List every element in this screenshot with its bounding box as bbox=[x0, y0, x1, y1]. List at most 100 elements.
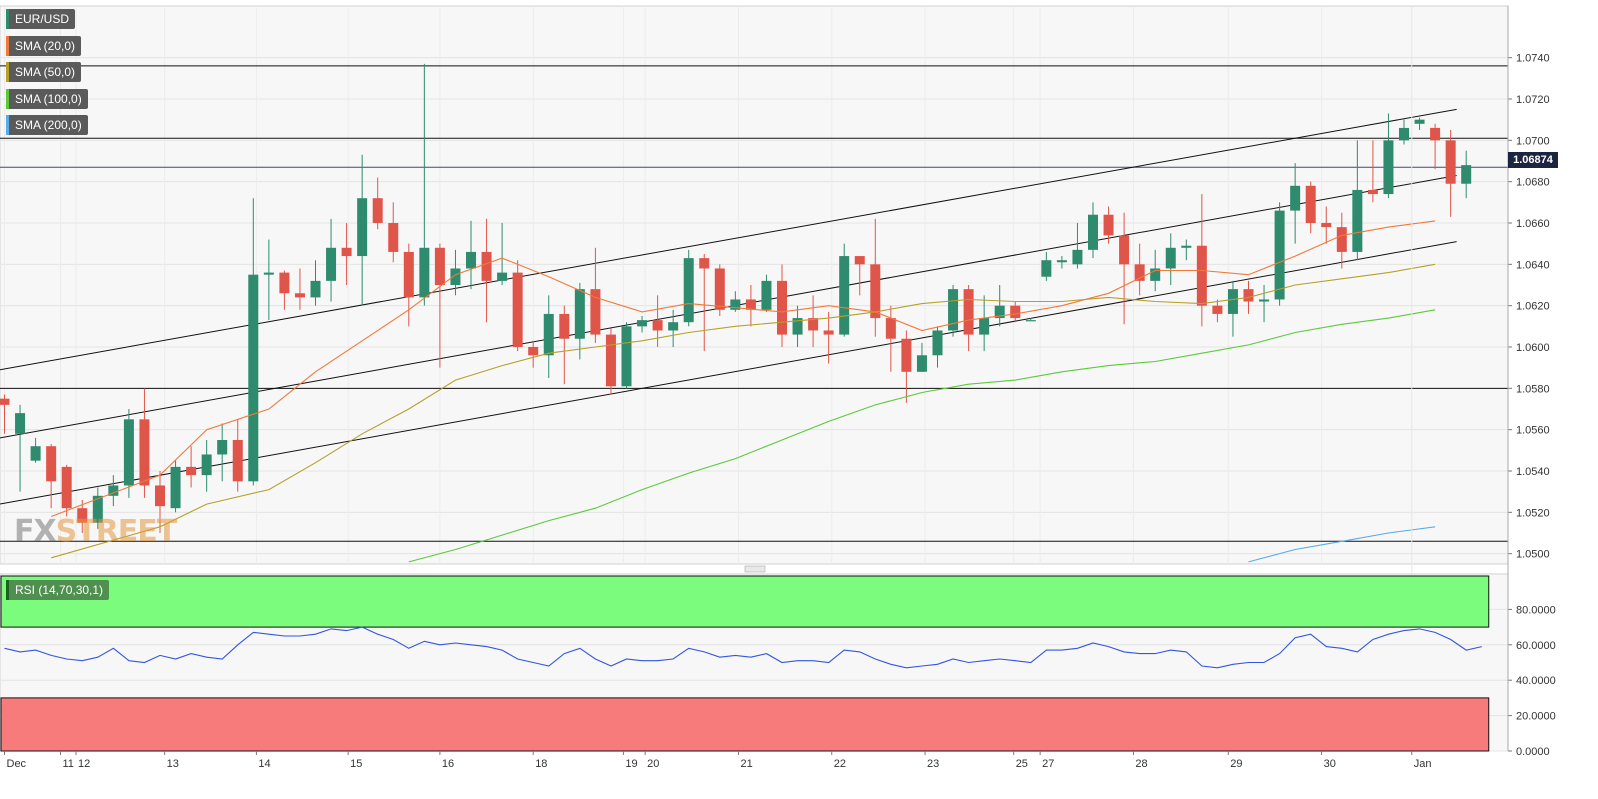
candle[interactable] bbox=[512, 260, 523, 352]
rsi-panel[interactable] bbox=[0, 573, 1509, 752]
candle[interactable] bbox=[1274, 202, 1285, 306]
candle[interactable] bbox=[808, 295, 819, 347]
candle[interactable] bbox=[201, 440, 212, 492]
candle[interactable] bbox=[1025, 318, 1036, 322]
candle[interactable] bbox=[61, 464, 72, 517]
candle[interactable] bbox=[699, 254, 710, 352]
candle[interactable] bbox=[590, 247, 601, 343]
candle[interactable] bbox=[1290, 163, 1301, 244]
candle[interactable] bbox=[1461, 150, 1472, 199]
candle[interactable] bbox=[621, 322, 632, 389]
panel-resize-handle[interactable] bbox=[744, 565, 766, 573]
trend-line[interactable] bbox=[0, 108, 1457, 371]
candle[interactable] bbox=[605, 328, 616, 395]
candle[interactable] bbox=[1430, 123, 1441, 170]
candle[interactable] bbox=[77, 499, 88, 533]
candle[interactable] bbox=[481, 218, 492, 323]
candle[interactable] bbox=[948, 285, 959, 337]
candle[interactable] bbox=[1056, 256, 1067, 269]
candle[interactable] bbox=[0, 394, 10, 434]
sma50-legend[interactable]: SMA (50,0) bbox=[6, 62, 82, 82]
candle[interactable] bbox=[745, 285, 756, 327]
rsi-line[interactable] bbox=[4, 626, 1482, 669]
candle[interactable] bbox=[1088, 202, 1098, 259]
candle[interactable] bbox=[92, 487, 103, 529]
candle[interactable] bbox=[1367, 140, 1378, 203]
candle[interactable] bbox=[1196, 194, 1207, 327]
candle[interactable] bbox=[1181, 239, 1192, 261]
candle[interactable] bbox=[1259, 285, 1270, 323]
candle[interactable] bbox=[326, 218, 337, 302]
candle[interactable] bbox=[543, 295, 554, 378]
candle[interactable] bbox=[419, 63, 430, 306]
candle[interactable] bbox=[1321, 206, 1332, 244]
candle[interactable] bbox=[450, 249, 461, 296]
candle[interactable] bbox=[1305, 181, 1316, 234]
candle[interactable] bbox=[994, 285, 1005, 327]
candle[interactable] bbox=[1383, 113, 1394, 199]
candle[interactable] bbox=[155, 471, 165, 533]
candle[interactable] bbox=[963, 285, 974, 352]
candle[interactable] bbox=[1352, 140, 1363, 261]
candle[interactable] bbox=[357, 154, 368, 306]
candle[interactable] bbox=[1414, 117, 1425, 130]
candle[interactable] bbox=[1041, 251, 1052, 281]
candle[interactable] bbox=[403, 243, 414, 327]
candle[interactable] bbox=[123, 409, 134, 498]
candle[interactable] bbox=[792, 305, 803, 347]
candle[interactable] bbox=[870, 218, 881, 337]
candle[interactable] bbox=[186, 446, 197, 488]
candle[interactable] bbox=[372, 177, 383, 230]
candle[interactable] bbox=[341, 223, 352, 285]
candle[interactable] bbox=[1165, 233, 1176, 285]
candle[interactable] bbox=[248, 198, 259, 486]
candle[interactable] bbox=[388, 202, 399, 263]
candle[interactable] bbox=[1212, 299, 1223, 323]
candle[interactable] bbox=[777, 264, 787, 347]
candle[interactable] bbox=[979, 295, 990, 352]
candle[interactable] bbox=[108, 475, 119, 507]
candle[interactable] bbox=[1445, 130, 1456, 217]
sma200-legend[interactable]: SMA (200,0) bbox=[6, 115, 88, 135]
candle[interactable] bbox=[263, 239, 274, 321]
candle[interactable] bbox=[1103, 206, 1114, 244]
candle[interactable] bbox=[46, 444, 57, 509]
candle[interactable] bbox=[310, 260, 321, 306]
candle[interactable] bbox=[1134, 243, 1145, 296]
sma50-line[interactable] bbox=[51, 263, 1436, 559]
candle[interactable] bbox=[15, 404, 26, 492]
rsi-legend[interactable]: RSI (14,70,30,1) bbox=[6, 580, 110, 600]
candle[interactable] bbox=[279, 270, 290, 310]
candle[interactable] bbox=[823, 311, 834, 364]
candle[interactable] bbox=[559, 305, 570, 385]
candle[interactable] bbox=[839, 243, 850, 337]
candle[interactable] bbox=[497, 223, 508, 285]
candle[interactable] bbox=[714, 264, 725, 316]
candle[interactable] bbox=[217, 423, 228, 482]
candle[interactable] bbox=[1227, 280, 1238, 337]
candle[interactable] bbox=[232, 419, 243, 492]
candle[interactable] bbox=[668, 309, 679, 347]
candle[interactable] bbox=[885, 305, 896, 372]
candle[interactable] bbox=[1010, 301, 1021, 323]
candle[interactable] bbox=[854, 256, 865, 296]
sma100-line[interactable] bbox=[408, 309, 1436, 563]
candle[interactable] bbox=[30, 437, 41, 463]
candle[interactable] bbox=[294, 268, 305, 310]
sma20-line[interactable] bbox=[51, 220, 1436, 518]
candle[interactable] bbox=[574, 282, 585, 360]
sma200-line[interactable] bbox=[1248, 526, 1436, 563]
candle[interactable] bbox=[932, 326, 943, 368]
candle[interactable] bbox=[916, 342, 927, 372]
price-panel[interactable] bbox=[0, 5, 1509, 751]
candle[interactable] bbox=[1336, 212, 1347, 269]
candle[interactable] bbox=[901, 330, 912, 403]
candle[interactable] bbox=[1072, 223, 1083, 269]
candle[interactable] bbox=[170, 460, 181, 513]
candle[interactable] bbox=[730, 291, 741, 312]
candle[interactable] bbox=[637, 316, 648, 333]
candle[interactable] bbox=[761, 274, 772, 312]
candle[interactable] bbox=[466, 220, 476, 290]
candle[interactable] bbox=[528, 340, 539, 368]
sma100-legend[interactable]: SMA (100,0) bbox=[6, 89, 88, 109]
